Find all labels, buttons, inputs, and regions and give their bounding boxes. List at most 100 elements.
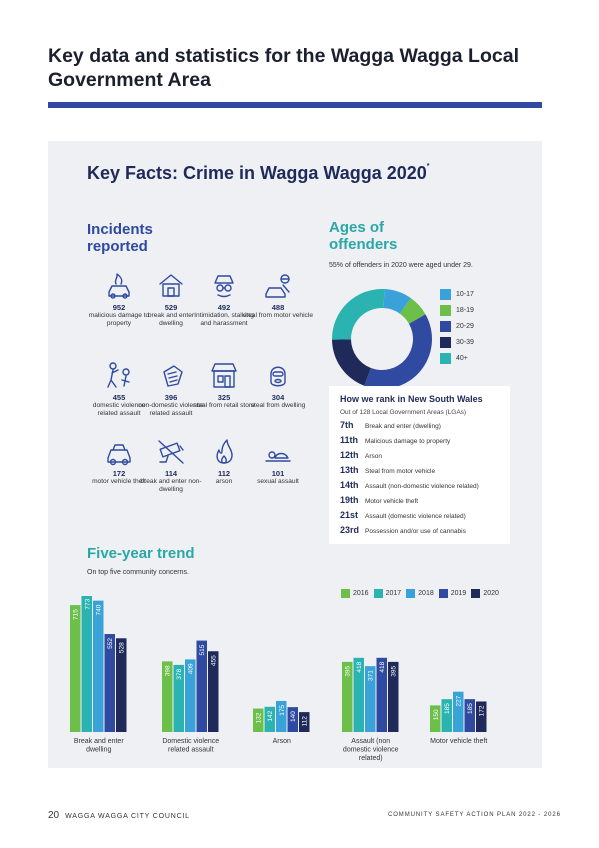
footer-right: COMMUNITY SAFETY ACTION PLAN 2022 - 2026 [388,812,561,818]
legend-label: 40+ [456,354,468,362]
bar-value-label: 140 [290,711,297,722]
legend-label: 2020 [483,590,499,597]
bar-value-label: 112 [302,716,309,727]
incident-stat: 304 steal from dwelling [243,360,313,410]
incident-value: 396 [164,393,178,402]
bar-value-label: 378 [176,669,183,680]
fist-icon [156,360,186,390]
bar [376,657,387,732]
trend-legend-item: 2017 [373,589,402,598]
bar [70,605,81,732]
legend-label: 2017 [385,590,402,597]
store-icon [209,360,239,390]
bar [342,661,353,732]
ranking-row: 12th Arson [340,450,510,461]
trend-legend-item: 2016 [341,589,369,598]
incident-label: break and enter non-dwelling [140,478,202,493]
bar-value-label: 715 [73,609,80,620]
incident-stat: 172 motor vehicle theft [84,436,154,486]
incident-value: 114 [164,469,178,478]
legend-swatch [406,589,416,598]
category-label: Arson [273,738,291,745]
ages-legend-item: 10-17 [440,286,474,302]
ranking-label: Assault (domestic violence related) [365,513,466,520]
legend-swatch [373,589,383,598]
incident-label: steal from retail store [193,402,255,409]
bar [441,699,452,732]
incident-label: arson [215,478,233,485]
ranking-label: Arson [365,453,382,460]
legend-swatch [440,352,451,364]
incident-stat: 396 non-domestic violence related assault [136,360,206,418]
incident-value: 455 [112,393,126,402]
ages-legend-item: 40+ [440,350,474,366]
bar-value-label: 773 [84,598,91,609]
trend-bar-chart: 715 773 740 552 528 Break and enter dwelling 39… [70,596,487,762]
cctv-icon [156,436,186,466]
bar [299,712,310,732]
ranking-list: 7th Break and enter (dwelling) 11th Malicio… [340,420,510,536]
footer-council: WAGGA WAGGA CITY COUNCIL [65,813,190,820]
incident-value: 488 [271,303,285,312]
victim-icon [263,436,293,466]
ranking-position: 21st [340,510,359,520]
trend-note: On top five community concerns. [87,569,189,576]
incident-stat: 455 domestic violence related assault [84,360,154,418]
legend-swatch [438,589,448,598]
trend-heading: Five-year trend [87,545,195,562]
bar [264,706,275,732]
bar [162,661,173,732]
bar [116,638,127,732]
ages-note: 55% of offenders in 2020 were aged under… [329,262,473,269]
incident-value: 325 [217,393,231,402]
incident-label: domestic violence related assault [92,402,146,417]
legend-label: 20-29 [456,322,474,330]
ranking-row: 19th Motor vehicle theft [340,495,510,506]
bar [81,596,92,732]
car-icon [104,436,134,466]
page-title: Key data and statistics for the Wagga Wa… [48,45,519,91]
legend-swatch [440,336,451,348]
ranking-position: 19th [340,495,359,505]
trend-legend-item: 2018 [406,589,434,598]
incident-label: sexual assault [257,478,299,485]
bar-value-label: 515 [199,644,206,655]
bar [453,691,464,732]
legend-swatch [341,589,350,598]
incident-stat: 112 arson [189,436,259,486]
ranking-row: 11th Malicious damage to property [340,435,510,446]
ages-heading: Ages of offenders [329,219,398,253]
legend-swatch [440,304,451,316]
legend-label: 18-19 [456,306,474,314]
trend-legend: 2016 2017 2018 2019 2020 [341,589,504,598]
title-rule [48,102,542,108]
bar [287,707,298,732]
key-facts-footnote-mark: * [426,163,430,170]
bar [276,700,287,732]
key-facts-title: Key Facts: Crime in Wagga Wagga 2020* [87,163,430,183]
legend-label: 10-17 [456,290,474,298]
bar-value-label: 172 [479,705,486,716]
donut-slice-40+ [332,289,385,340]
bar [430,705,441,732]
incident-stat: 492 Intimidation, stalking and harassment [189,270,259,328]
ages-legend-item: 30-39 [440,334,474,350]
ranking-row: 23rd Possession and/or use of cannabis [340,525,510,536]
incident-stat: 529 break and enter dwelling [136,270,206,328]
incident-stat: 325 steal from retail store [189,360,259,410]
bar [208,651,219,732]
ranking-row: 21st Assault (domestic violence related) [340,510,510,521]
bar [173,664,184,732]
bar-value-label: 142 [267,710,274,721]
bar-value-label: 150 [433,709,440,720]
incident-label: steal from dwelling [250,402,306,409]
bar-value-label: 227 [456,695,463,706]
incident-value: 112 [217,469,231,478]
bar-value-label: 185 [467,703,474,714]
category-label: Domestic violence related assault [162,738,219,754]
bar-value-label: 418 [379,661,386,672]
bar-value-label: 371 [368,670,375,681]
ranking-label: Steal from motor vehicle [365,468,436,475]
incident-label: malicious damage to property [88,312,150,327]
ranking-label: Malicious damage to property [365,438,451,445]
